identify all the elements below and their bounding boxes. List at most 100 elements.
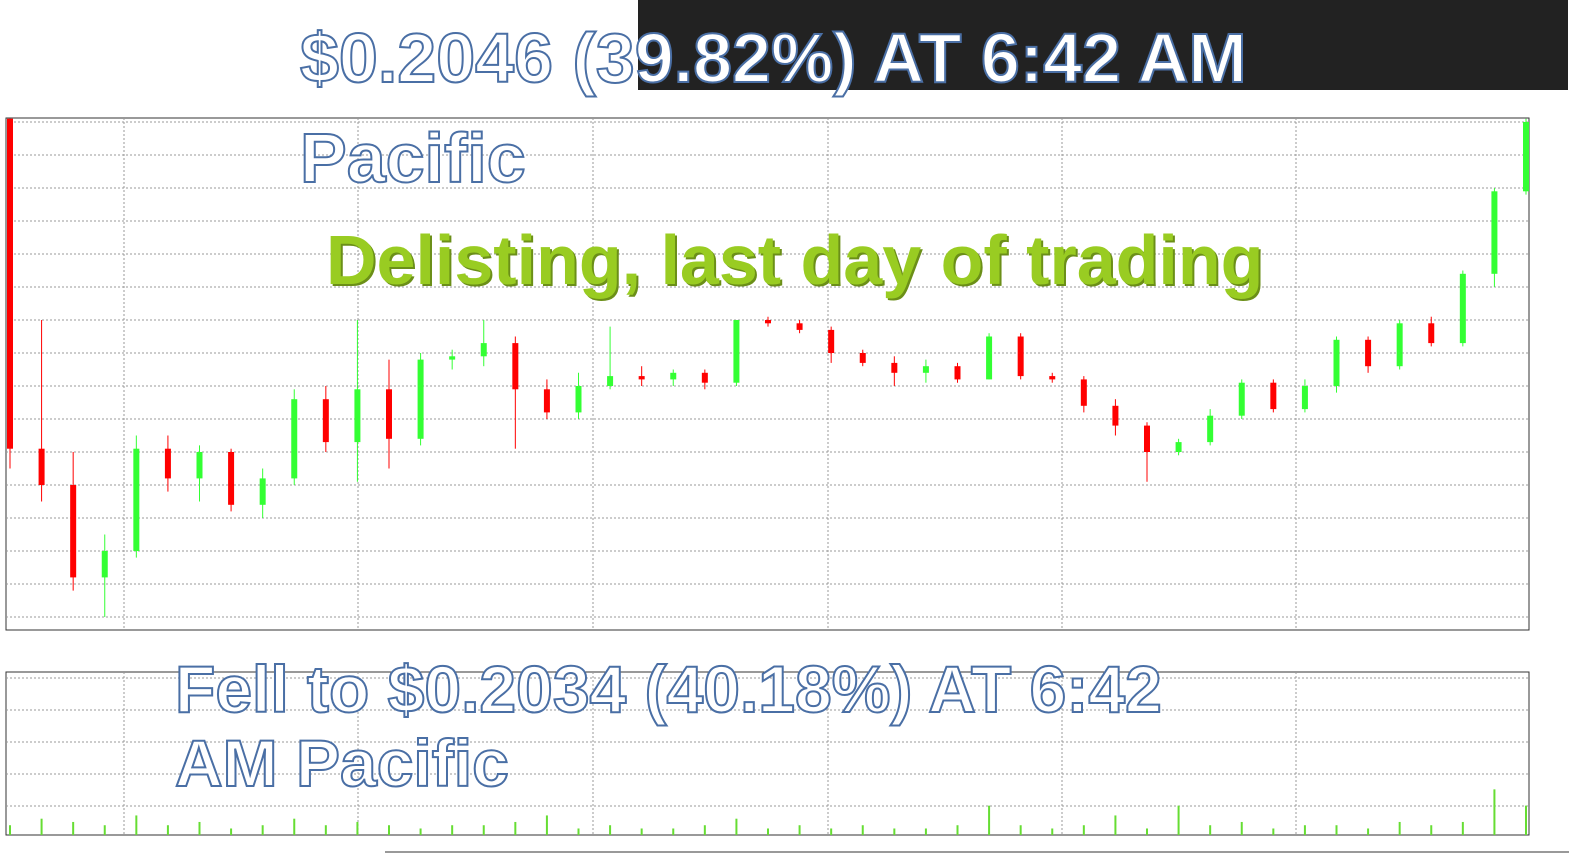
candle-body xyxy=(1301,386,1308,410)
candle-body xyxy=(922,366,929,373)
candle-body xyxy=(1396,323,1403,367)
candle-body xyxy=(701,372,708,383)
candle-body xyxy=(1112,405,1119,426)
volume-bar xyxy=(956,825,959,835)
volume-bar xyxy=(1114,815,1117,835)
candle-body xyxy=(101,551,108,578)
volume-bar xyxy=(1272,828,1275,835)
candle-body xyxy=(70,485,77,578)
candle-body xyxy=(891,362,898,373)
volume-bar xyxy=(1525,805,1527,835)
candle-body xyxy=(228,452,235,505)
candle-body xyxy=(859,353,866,363)
delisting-note: Delisting, last day of trading xyxy=(326,221,1264,299)
volume-bar xyxy=(798,825,801,835)
volume-bar xyxy=(577,828,580,835)
volume-bar xyxy=(703,825,706,835)
volume-bar xyxy=(198,821,201,835)
volume-bar xyxy=(356,821,359,835)
volume-bar xyxy=(988,805,991,835)
volume-bar xyxy=(609,825,612,835)
candle-body xyxy=(449,356,456,360)
volume-bar xyxy=(1398,821,1401,835)
volume-bar xyxy=(640,828,643,835)
candle-body xyxy=(543,389,550,413)
volume-bar xyxy=(72,821,75,835)
candle-body xyxy=(1491,191,1498,274)
candle-body xyxy=(1017,336,1024,377)
candle-body xyxy=(638,376,645,380)
candle-body xyxy=(733,320,740,383)
candle-body xyxy=(133,448,140,551)
volume-bar xyxy=(1209,825,1212,835)
candle-body xyxy=(1080,379,1087,406)
candle-body xyxy=(196,452,203,479)
volume-bar xyxy=(1240,821,1243,835)
volume-bar xyxy=(1493,789,1496,835)
volume-bar xyxy=(451,825,454,835)
volume-bar xyxy=(261,825,264,835)
candle-body xyxy=(986,336,993,380)
price-frame xyxy=(5,117,1530,631)
candle-body xyxy=(322,399,329,443)
volume-bar xyxy=(166,825,169,835)
candle-body xyxy=(1238,382,1245,416)
volume-bar xyxy=(893,828,896,835)
volume-bar xyxy=(1146,828,1148,835)
volume-bar xyxy=(1335,825,1338,835)
candle-body xyxy=(354,389,361,443)
price-annotation: $0.2046 (39.82%) AT 6:42 AM Pacific xyxy=(299,18,1248,198)
candle-body xyxy=(417,359,424,439)
candle-body xyxy=(954,366,961,380)
volume-bar xyxy=(419,828,422,835)
candle-body xyxy=(1270,382,1277,410)
candle-body xyxy=(1428,323,1435,344)
volume-bar xyxy=(514,821,517,835)
volume-bar xyxy=(1082,825,1085,835)
volume-bar xyxy=(103,825,106,835)
candle-body xyxy=(291,399,298,479)
volume-bar xyxy=(9,825,11,835)
candle-body xyxy=(259,478,266,505)
volume-bar xyxy=(830,828,833,835)
candle-body xyxy=(670,372,677,380)
candle-body xyxy=(7,118,13,449)
dark-box xyxy=(638,0,1568,90)
volume-bar xyxy=(1430,825,1433,835)
candle-body xyxy=(765,320,771,324)
candle-body xyxy=(1049,376,1056,380)
volume-bar xyxy=(545,815,548,835)
candle-body xyxy=(164,448,171,479)
candle-body xyxy=(607,376,614,386)
volume-bar xyxy=(672,828,675,835)
candle-body xyxy=(1523,122,1529,192)
volume-bar xyxy=(1303,825,1306,835)
volume-bar xyxy=(40,818,43,835)
candle-body xyxy=(1144,425,1150,452)
volume-bar xyxy=(1051,828,1054,835)
volume-bar xyxy=(135,815,138,835)
volume-bar xyxy=(388,825,390,835)
volume-bar xyxy=(293,818,296,835)
candle-body xyxy=(1333,339,1340,386)
volume-bar xyxy=(1019,825,1022,835)
candle-body xyxy=(38,448,45,485)
volume-bar xyxy=(924,828,927,835)
candle-body xyxy=(386,389,392,439)
candle-body xyxy=(480,343,487,357)
candle-body xyxy=(575,386,582,413)
candle-body xyxy=(1175,442,1182,452)
candle-body xyxy=(1207,415,1214,443)
candle-body xyxy=(1365,339,1372,367)
candle-body xyxy=(512,343,519,390)
candle-body xyxy=(828,329,835,353)
volume-bar xyxy=(861,825,864,835)
candle-body xyxy=(796,323,803,330)
volume-bar xyxy=(482,825,485,835)
fall-annotation: Fell to $0.2034 (40.18%) AT 6:42 AM Paci… xyxy=(174,651,1163,801)
volume-bar xyxy=(230,828,233,835)
volume-bar xyxy=(735,818,738,835)
volume-bar xyxy=(1367,828,1370,835)
